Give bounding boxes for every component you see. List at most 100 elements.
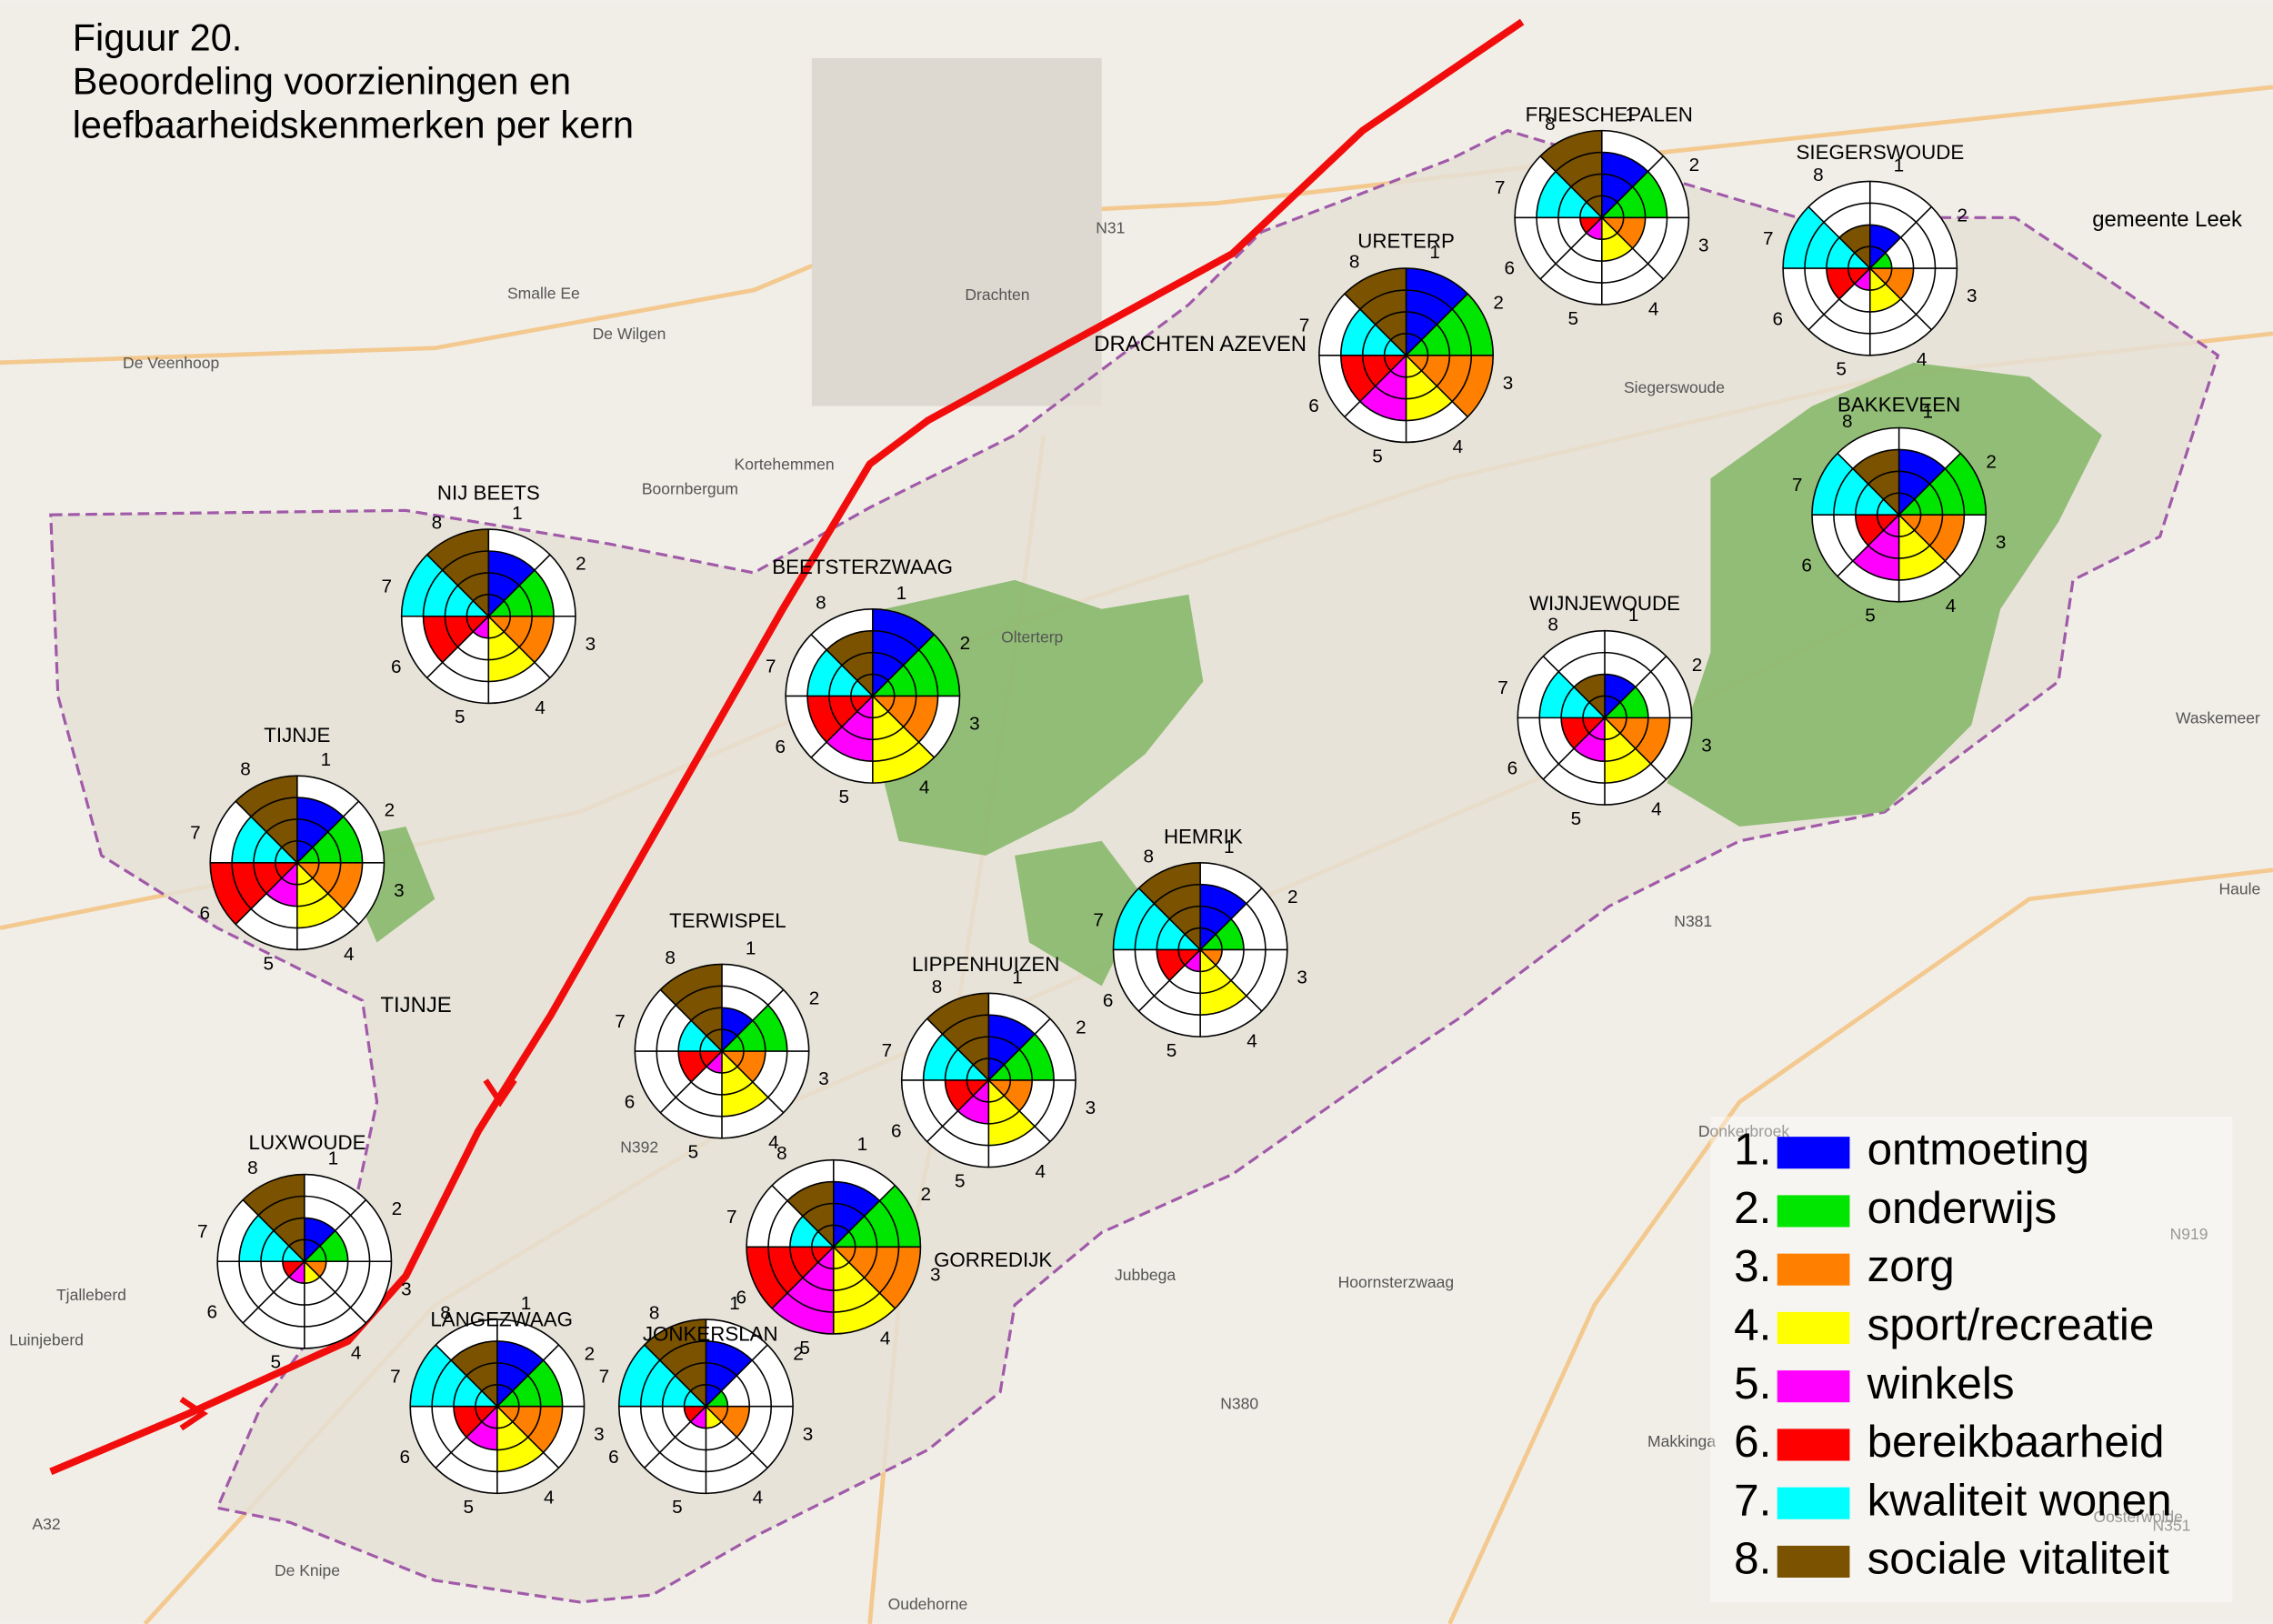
- spoke: [496, 1344, 560, 1408]
- score-wedge: [296, 862, 344, 928]
- spoke: [659, 988, 723, 1052]
- score-wedge: [488, 551, 536, 617]
- score-wedge: [746, 1247, 834, 1308]
- spoke: [1137, 948, 1201, 1012]
- legend-label: zorg: [1867, 1241, 1955, 1291]
- sector-label: 2: [1692, 655, 1703, 676]
- place-label: N31: [1096, 219, 1125, 237]
- spoke: [1539, 155, 1603, 218]
- sector-label: 6: [207, 1302, 218, 1323]
- spoke: [1837, 452, 1900, 516]
- sector-label: 8: [1813, 165, 1824, 185]
- place-label: Siegerswoude: [1624, 378, 1725, 396]
- score-wedge: [1838, 225, 1870, 269]
- sector-label: 4: [1651, 798, 1662, 819]
- legend-number: 4.: [1734, 1300, 1771, 1350]
- place-label: Boornbergum: [642, 480, 738, 498]
- route-line: [49, 18, 1525, 1476]
- score-wedge: [410, 1345, 497, 1407]
- sector-label: 7: [390, 1367, 401, 1388]
- score-wedge: [706, 1051, 723, 1073]
- score-wedge: [1340, 355, 1407, 402]
- score-wedge: [833, 1247, 896, 1334]
- sector-label: 6: [1504, 258, 1515, 279]
- sector-label: 4: [535, 697, 546, 718]
- sector-label: 8: [440, 1303, 451, 1324]
- score-wedge: [1574, 674, 1605, 718]
- sector-label: 2: [1076, 1018, 1086, 1038]
- sector-label: 2: [576, 553, 586, 574]
- score-wedge: [296, 797, 344, 863]
- legend-swatch: [1777, 1195, 1850, 1228]
- sector-label: 2: [392, 1198, 403, 1219]
- score-wedge: [304, 1218, 335, 1262]
- sector-label: 8: [432, 513, 443, 534]
- legend-number: 2.: [1734, 1183, 1771, 1233]
- spoke: [426, 616, 489, 678]
- score-wedge: [1406, 268, 1468, 356]
- sector-label: 3: [1701, 735, 1712, 756]
- score-wedge: [466, 1406, 497, 1450]
- score-wedge: [304, 1230, 348, 1262]
- sector-label: 3: [1086, 1098, 1096, 1118]
- spoke: [235, 800, 298, 864]
- score-wedge: [210, 862, 297, 925]
- sector-label: 8: [1545, 114, 1556, 135]
- score-wedge: [1406, 294, 1494, 356]
- legend-swatch: [1777, 1370, 1850, 1403]
- place-label: Olterterp: [1001, 627, 1063, 646]
- sector-label: 7: [1792, 475, 1803, 496]
- sector-label: 7: [726, 1207, 737, 1228]
- place-label: Smalle Ee: [507, 284, 580, 302]
- score-wedge: [1406, 355, 1453, 421]
- score-wedge: [789, 1216, 834, 1248]
- legend-label: kwaliteit wonen: [1867, 1475, 2172, 1525]
- sector-label: 2: [1287, 887, 1298, 907]
- spoke: [304, 1199, 367, 1262]
- forest: [869, 579, 1204, 856]
- legend-number: 5.: [1734, 1358, 1771, 1408]
- sector-label: 7: [382, 576, 393, 597]
- spoke: [926, 1018, 989, 1081]
- score-wedge: [826, 696, 873, 762]
- place-label: Donkerbroek: [1698, 1122, 1790, 1140]
- sector-label: 8: [649, 1303, 660, 1324]
- score-wedge: [690, 1406, 706, 1429]
- sector-label: 4: [753, 1488, 764, 1509]
- score-wedge: [488, 616, 536, 682]
- score-wedge: [496, 1406, 563, 1453]
- sector-label: 6: [776, 737, 786, 757]
- spoke: [1601, 155, 1665, 218]
- sector-label: 3: [401, 1278, 412, 1299]
- score-wedge: [296, 817, 363, 863]
- place-label: De Veenhoop: [123, 354, 219, 372]
- sector-label: 4: [880, 1328, 891, 1348]
- score-wedge: [1852, 449, 1899, 516]
- score-wedge: [988, 1034, 1055, 1080]
- place-label: N392: [620, 1138, 658, 1157]
- legend-number: 8.: [1734, 1534, 1771, 1584]
- kern-name: LANGEZWAAG: [430, 1308, 573, 1331]
- sector-label: 2: [1958, 206, 1968, 226]
- sector-label: 5: [955, 1170, 966, 1191]
- score-wedge: [1601, 217, 1646, 249]
- spoke: [721, 1050, 785, 1114]
- sector-label: 1: [857, 1134, 868, 1155]
- roses: 12345678FRIESCHEPALEN12345678SIEGERSWOUD…: [190, 104, 2006, 1519]
- sector-label: 2: [1986, 452, 1997, 473]
- sector-label: 1: [729, 1293, 740, 1314]
- spoke: [235, 862, 298, 926]
- spoke: [242, 1199, 305, 1262]
- spoke: [833, 1246, 896, 1309]
- title-line: Beoordeling voorzieningen en: [73, 60, 571, 103]
- legend-label: sociale vitaliteit: [1867, 1534, 2170, 1584]
- kern-name: TERWISPEL: [669, 909, 786, 932]
- spoke: [810, 634, 874, 697]
- sector-label: 1: [1922, 402, 1933, 423]
- score-wedge: [644, 1319, 706, 1407]
- score-wedge: [1869, 268, 1901, 312]
- place-label: Oosterwolde: [2094, 1508, 2183, 1526]
- score-wedge: [926, 993, 989, 1080]
- place-label: N381: [1674, 912, 1712, 930]
